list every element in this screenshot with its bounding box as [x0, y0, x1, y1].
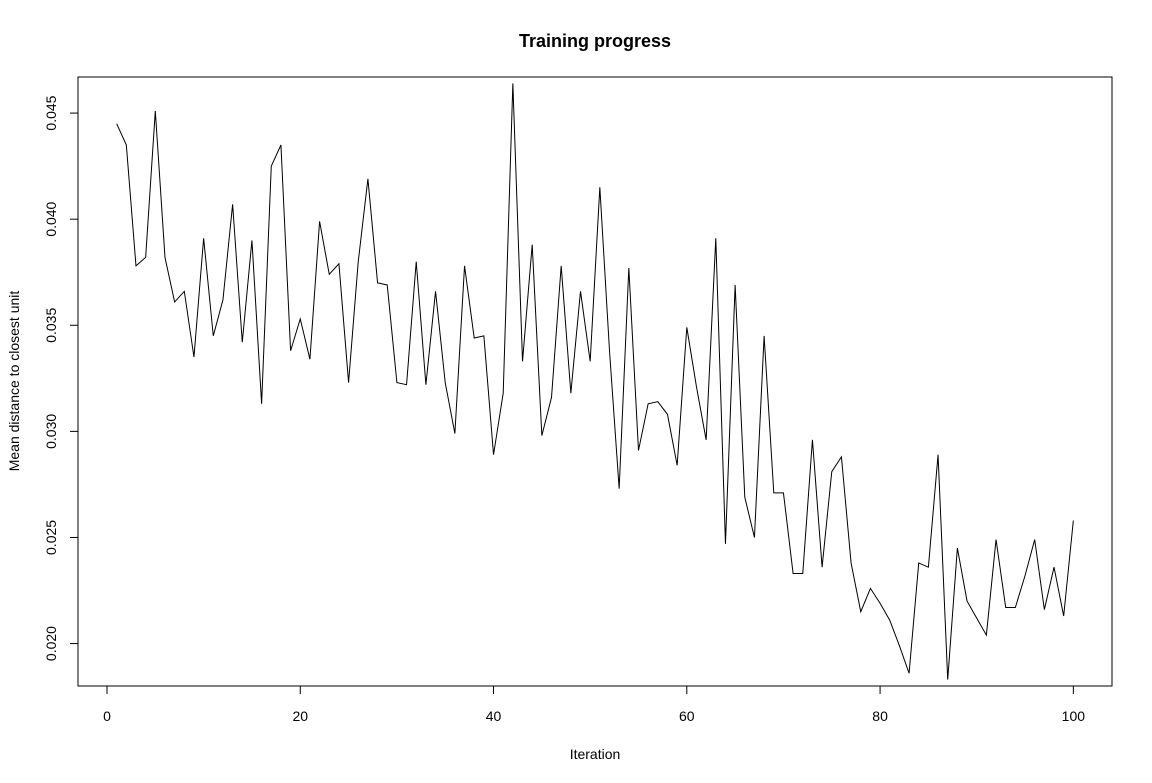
- y-axis-title: Mean distance to closest unit: [6, 291, 22, 472]
- plot-frame: [77, 76, 1113, 687]
- x-tick-label: 100: [1062, 708, 1086, 724]
- x-tick-label: 60: [679, 708, 695, 724]
- y-tick-label: 0.045: [43, 95, 59, 130]
- x-tick-label: 20: [292, 708, 308, 724]
- x-axis-title: Iteration: [570, 746, 621, 762]
- x-axis: 0 20 40 60 80 100: [103, 685, 1086, 724]
- y-tick-label: 0.040: [43, 201, 59, 236]
- x-tick-label: 0: [103, 708, 111, 724]
- x-tick-label: 40: [486, 708, 502, 724]
- y-tick-label: 0.035: [43, 308, 59, 343]
- y-axis: 0.020 0.025 0.030 0.035 0.040 0.045: [43, 95, 79, 661]
- y-tick-label: 0.020: [43, 626, 59, 661]
- x-tick-label: 80: [872, 708, 888, 724]
- y-tick-label: 0.030: [43, 414, 59, 449]
- y-tick-label: 0.025: [43, 520, 59, 555]
- chart-title: Training progress: [519, 31, 671, 51]
- series-layer: [116, 83, 1074, 680]
- series-line: [116, 83, 1074, 680]
